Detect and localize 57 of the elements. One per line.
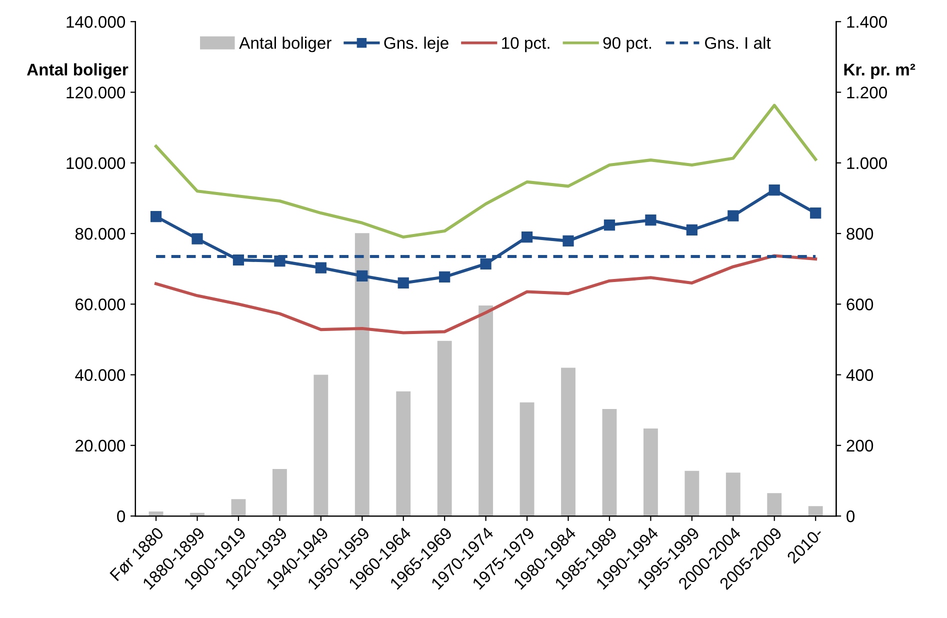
- y2-tick-label: 1.200: [847, 86, 887, 98]
- point: [810, 207, 822, 219]
- point: [192, 233, 203, 244]
- legend-label: 10 pct.: [502, 37, 550, 52]
- y-tick-label: 140.000: [66, 16, 126, 28]
- y2-tick-label: 1.000: [847, 157, 887, 170]
- point: [480, 258, 492, 270]
- point: [150, 211, 162, 222]
- y-tick-label: 40.000: [75, 369, 126, 381]
- y-axis-title: Antal boliger: [26, 63, 128, 79]
- y2-tick-label: 0: [846, 510, 855, 522]
- bar: [561, 368, 576, 516]
- bar: [520, 402, 534, 516]
- legend-label: Gns. leje: [384, 36, 448, 52]
- y-tick-label: 0: [117, 510, 126, 522]
- y-tick-label: 120.000: [66, 86, 126, 98]
- bar: [272, 469, 287, 516]
- point: [356, 270, 368, 282]
- y-tick-label: 100.000: [66, 157, 126, 170]
- bar: [726, 472, 740, 516]
- line-series: [154, 254, 818, 334]
- y2-tick-label: 400: [846, 369, 874, 381]
- point: [645, 214, 656, 226]
- bar: [643, 428, 658, 516]
- point: [398, 277, 409, 289]
- point: [768, 184, 780, 196]
- y-tick-label: 60.000: [76, 298, 126, 310]
- point: [728, 210, 739, 222]
- point: [686, 224, 698, 236]
- point: [232, 254, 244, 266]
- y-tick-label: 20.000: [76, 440, 126, 452]
- bar: [396, 391, 411, 516]
- line-series: [154, 104, 818, 239]
- legend-label: Antal boliger: [239, 36, 332, 52]
- y2-tick-label: 600: [846, 298, 874, 310]
- point: [315, 262, 326, 274]
- bar: [767, 493, 782, 516]
- bar: [808, 506, 823, 516]
- bar: [602, 409, 617, 516]
- y2-tick-label: 200: [846, 440, 874, 452]
- bar: [437, 340, 452, 516]
- bar: [354, 233, 370, 516]
- point: [521, 231, 533, 243]
- y2-tick-label: 800: [846, 228, 874, 240]
- legend-label: Gns. I alt: [705, 36, 771, 49]
- point: [439, 271, 450, 283]
- y2-axis-title: Kr. pr. m²: [844, 64, 916, 79]
- point: [274, 256, 286, 267]
- point: [562, 235, 574, 246]
- point: [604, 219, 616, 231]
- y-tick-label: 80.000: [75, 228, 126, 240]
- y2-tick-label: 1.400: [847, 16, 887, 28]
- bar: [314, 374, 328, 516]
- bar: [478, 306, 494, 516]
- bar: [684, 470, 700, 516]
- legend-label: 90 pct.: [603, 37, 652, 52]
- bar: [231, 499, 246, 516]
